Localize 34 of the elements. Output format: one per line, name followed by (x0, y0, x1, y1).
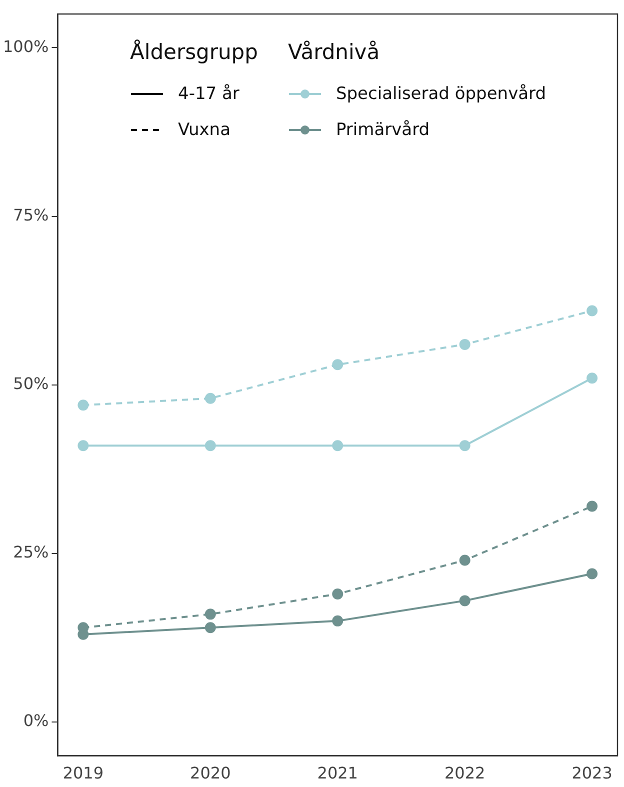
y-tick-label: 50% (13, 374, 49, 394)
y-tick-label: 100% (2, 36, 49, 56)
point (204, 392, 216, 404)
point (332, 440, 344, 452)
annotation: Åldersgrupp (130, 40, 258, 64)
point (204, 440, 216, 452)
y-tick-label: 75% (13, 205, 49, 224)
point (204, 608, 216, 620)
point (459, 595, 470, 606)
point (332, 588, 344, 600)
point (586, 372, 598, 384)
x-tick-label: 2023 (572, 764, 612, 783)
point (78, 400, 89, 411)
x-tick-label: 2022 (444, 764, 486, 783)
point (586, 305, 598, 316)
legend-label: Specialiserad öppenvård (336, 84, 546, 104)
point (332, 615, 344, 626)
point (459, 338, 470, 350)
point (204, 622, 216, 634)
legend-title: Vårdnivå (288, 40, 381, 64)
point (78, 440, 89, 452)
point (586, 568, 598, 580)
annotation: Vuxna (178, 120, 231, 140)
y-tick-label: 0% (23, 711, 49, 730)
annotation: 4-17 år (178, 84, 240, 104)
point (459, 440, 470, 452)
point (332, 359, 344, 370)
point (459, 554, 470, 566)
y-tick-label: 25% (13, 542, 49, 562)
point (586, 500, 598, 512)
legend-label: Primärvård (336, 120, 430, 140)
x-tick-label: 2020 (190, 764, 231, 783)
x-tick-label: 2019 (62, 764, 104, 783)
x-tick-label: 2021 (317, 764, 358, 783)
